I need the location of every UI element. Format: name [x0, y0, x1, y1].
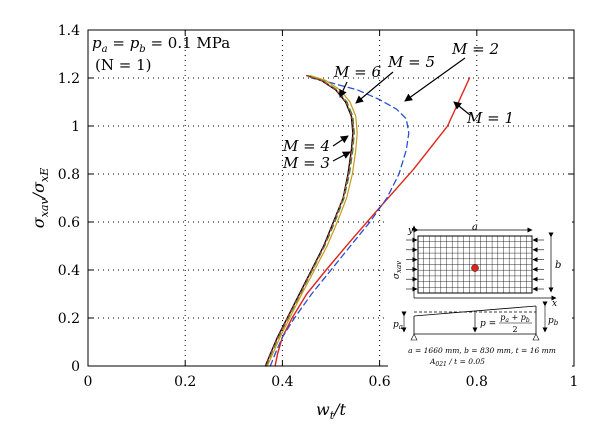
series-line-m1: [274, 77, 471, 367]
label-m6: M = 6: [333, 63, 381, 81]
arrow-m4: [332, 135, 349, 147]
inset-p-formula: p =: [480, 319, 496, 329]
arrow-m5: [355, 71, 394, 104]
edge-load-arrows: [406, 237, 544, 292]
label-m5: M = 5: [387, 53, 435, 71]
x-tick-label: 0.8: [466, 374, 488, 390]
inset-background: [388, 221, 572, 369]
arrow-m3: [332, 151, 351, 162]
inset-schematic: a y x σxav b pa pb p = pa + pb 2 a = 1: [388, 221, 572, 369]
label-m3: M = 3: [282, 154, 330, 172]
inset-sigma-label: σxav: [392, 261, 403, 279]
arrow-m6: [339, 81, 348, 98]
inset-y-label: y: [407, 226, 414, 236]
x-tick-label: 0.6: [368, 374, 390, 390]
plot-frame: [87, 29, 575, 367]
arrow-m2: [404, 57, 466, 102]
series-line-m2: [269, 77, 410, 367]
x-tick-label: 0.4: [271, 374, 293, 390]
inset-pb-label: pb: [548, 316, 559, 327]
y-tick-label: 0.2: [58, 311, 80, 327]
support-left: [410, 333, 418, 341]
inset-b-label: b: [555, 260, 561, 271]
y-tick-label: 1.4: [58, 23, 80, 39]
y-tick-label: 0.6: [58, 215, 80, 231]
inset-dims-text: a = 1660 mm, b = 830 mm, t = 16 mm: [408, 346, 556, 355]
label-m2: M = 2: [451, 40, 499, 58]
inset-imperfection-text: A021 / t = 0.05: [429, 357, 485, 368]
x-tick-label: 0: [84, 374, 93, 390]
y-tick-label: 0.4: [58, 263, 80, 279]
inset-p-numerator: pa + pb: [500, 313, 530, 324]
series-line-m3: [264, 74, 354, 367]
series-line-m6: [265, 75, 354, 367]
inset-x-label: x: [552, 299, 557, 309]
arrow-m1: [453, 101, 471, 116]
series-line-m4: [265, 75, 355, 367]
inset-p-denominator: 2: [512, 325, 517, 334]
plate-outline: [417, 235, 533, 294]
inset-pa-label: pa: [393, 320, 403, 331]
y-tick-label: 0.8: [58, 167, 80, 183]
n-annotation: (N = 1): [95, 56, 151, 74]
axis-ticks: 0 0.2 0.4 0.6 0.8 1 0 0.2 0.4 0.6 0.8 1 1.2 1.4: [58, 23, 579, 390]
y-tick-label: 0: [71, 359, 80, 375]
series-line-m5: [266, 75, 358, 367]
x-tick-label: 1: [570, 374, 579, 390]
y-axis-label: σxav/σxE: [29, 168, 51, 228]
support-right: [532, 333, 540, 341]
pressure-annotation: pa = pb = 0.1 MPa: [92, 34, 230, 55]
y-tick-label: 1.2: [58, 71, 80, 87]
label-m4: M = 4: [282, 137, 330, 155]
y-tick-label: 1: [71, 119, 80, 135]
x-axis-label: wt/t: [316, 400, 347, 422]
inset-a-label: a: [472, 222, 478, 233]
series-layer: [264, 74, 471, 367]
center-point: [471, 264, 479, 272]
label-m1: M = 1: [466, 109, 514, 127]
x-tick-label: 0.2: [174, 374, 196, 390]
